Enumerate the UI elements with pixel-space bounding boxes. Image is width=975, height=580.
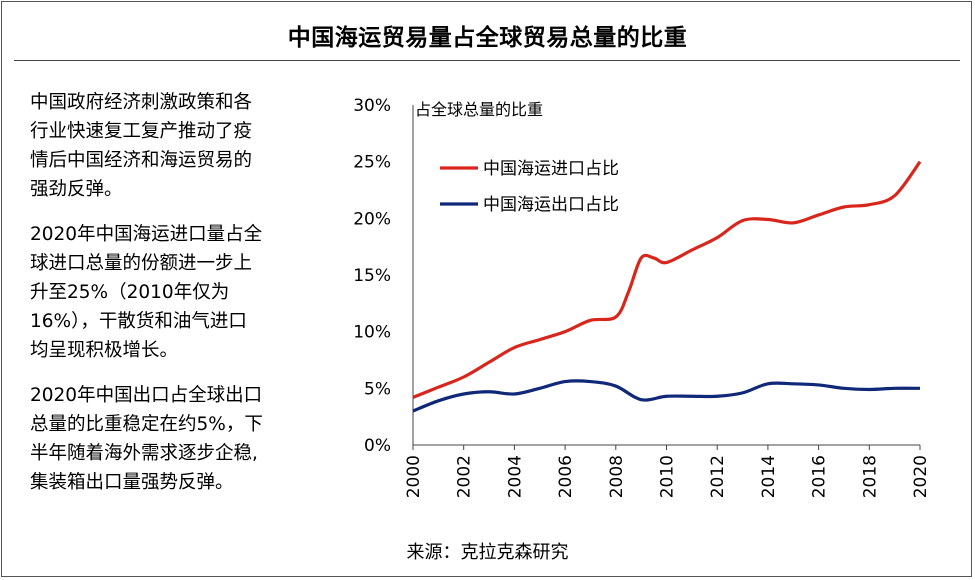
y-tick-label: 15% xyxy=(353,266,391,286)
paragraph-1-line: 情后中国经济和海运贸易的 xyxy=(30,150,253,171)
paragraph-2-line: 升至25%（2010年仅为 xyxy=(30,282,230,303)
paragraph-3-line: 总量的比重稳定在约5%，下 xyxy=(30,414,263,435)
title-divider xyxy=(14,60,960,61)
x-tick-label: 2018 xyxy=(860,455,880,498)
paragraph-2: 2020年中国海运进口量占全 球进口总量的份额进一步上 升至25%（2010年仅… xyxy=(30,220,320,365)
paragraph-3-line: 半年随着海外需求逐步企稳, xyxy=(30,443,258,464)
paragraph-3-line: 2020年中国出口占全球出口 xyxy=(30,385,263,406)
x-tick-labels: 2000 2002 2004 2006 2008 2010 2012 2014 2016 2018… xyxy=(404,445,931,498)
y-tick-label: 5% xyxy=(364,379,391,399)
paragraph-2-line: 16%），干散货和油气进口 xyxy=(30,311,247,332)
y-tick-label: 20% xyxy=(353,209,391,229)
chart-series xyxy=(412,160,922,413)
x-tick-label: 2020 xyxy=(911,455,931,498)
chart-axes xyxy=(412,105,920,446)
paragraph-3-line: 集装箱出口量强势反弹。 xyxy=(30,472,234,493)
paragraph-1: 中国政府经济刺激政策和各 行业快速复工复产推动了疫 情后中国经济和海运贸易的 强… xyxy=(30,88,320,204)
y-tick-label: 0% xyxy=(364,436,391,456)
paragraph-2-line: 2020年中国海运进口量占全 xyxy=(30,224,263,245)
y-tick-label: 25% xyxy=(353,153,391,173)
x-tick-label: 2012 xyxy=(708,455,728,498)
x-tick-label: 2000 xyxy=(404,455,424,498)
import-share-line xyxy=(412,160,922,399)
y-tick-label: 10% xyxy=(353,323,391,343)
legend-label: 中国海运进口占比 xyxy=(483,159,619,179)
paragraph-2-line: 均呈现积极增长。 xyxy=(30,340,179,361)
share-line-chart: 0% 5% 10% 15% 20% 25% 30% 2000 2002 2004 2006 2008… xyxy=(353,96,931,498)
export-share-line xyxy=(412,379,921,413)
x-tick-label: 2008 xyxy=(607,455,627,498)
x-tick-label: 2006 xyxy=(556,455,576,498)
paragraph-3: 2020年中国出口占全球出口 总量的比重稳定在约5%，下 半年随着海外需求逐步企… xyxy=(30,381,320,497)
y-tick-label: 30% xyxy=(353,96,391,116)
x-tick-label: 2014 xyxy=(759,455,779,498)
source-note: 来源：克拉克森研究 xyxy=(406,542,569,563)
paragraph-1-line: 行业快速复工复产推动了疫 xyxy=(30,121,253,142)
commentary-text: 中国政府经济刺激政策和各 行业快速复工复产推动了疫 情后中国经济和海运贸易的 强… xyxy=(30,88,320,513)
page-title: 中国海运贸易量占全球贸易总量的比重 xyxy=(287,25,688,51)
legend-label: 中国海运出口占比 xyxy=(483,195,619,215)
x-tick-label: 2016 xyxy=(810,455,830,498)
x-tick-label: 2004 xyxy=(505,455,525,498)
x-tick-label: 2010 xyxy=(658,455,678,498)
y-axis-label: 占全球总量的比重 xyxy=(415,100,543,119)
paragraph-2-line: 球进口总量的份额进一步上 xyxy=(30,253,253,274)
y-tick-labels: 0% 5% 10% 15% 20% 25% 30% xyxy=(353,96,391,456)
paragraph-1-line: 强劲反弹。 xyxy=(30,179,123,200)
paragraph-1-line: 中国政府经济刺激政策和各 xyxy=(30,92,253,113)
x-tick-label: 2002 xyxy=(455,455,475,498)
